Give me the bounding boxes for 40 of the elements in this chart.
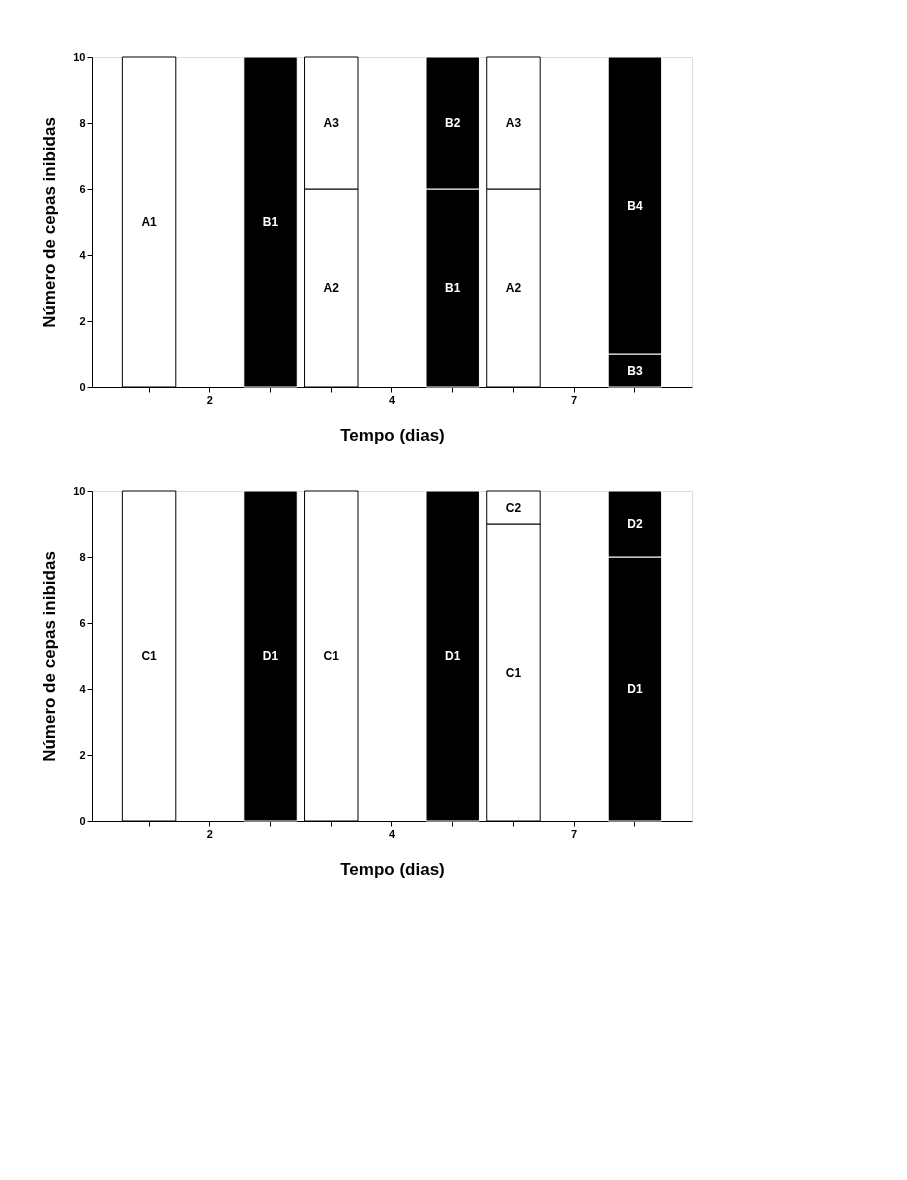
x-tick-label: 2 bbox=[206, 393, 213, 406]
y-axis-title: Número de cepas inibidas bbox=[40, 551, 60, 762]
data-label: A2 bbox=[505, 281, 522, 295]
x-tick-label: 7 bbox=[571, 827, 578, 840]
x-tick-label: 2 bbox=[206, 827, 213, 840]
data-label: A1 bbox=[141, 215, 158, 229]
x-tick-label: 4 bbox=[388, 827, 396, 840]
y-tick-label: 4 bbox=[79, 682, 87, 695]
data-label: B3 bbox=[627, 363, 643, 378]
x-tick-label: 7 bbox=[571, 393, 578, 406]
data-label: C1 bbox=[505, 665, 522, 680]
y-tick-label: 8 bbox=[79, 116, 86, 129]
data-label: B4 bbox=[627, 198, 643, 213]
x-axis-title: Tempo (dias) bbox=[340, 425, 445, 445]
data-label: C2 bbox=[505, 500, 522, 515]
data-label: A3 bbox=[323, 116, 340, 130]
y-tick-label: 10 bbox=[73, 50, 86, 63]
data-label: D1 bbox=[262, 649, 279, 663]
y-tick-label: 6 bbox=[79, 616, 86, 629]
data-label: B2 bbox=[445, 116, 461, 130]
data-label: B1 bbox=[262, 215, 279, 229]
data-label: D1 bbox=[627, 682, 643, 696]
y-tick-label: 6 bbox=[79, 182, 86, 195]
y-axis-title: Número de cepas inibidas bbox=[40, 117, 60, 328]
x-tick-label: 4 bbox=[388, 393, 396, 406]
data-label: A2 bbox=[323, 281, 340, 295]
x-axis-title: Tempo (dias) bbox=[340, 859, 445, 879]
data-label: B1 bbox=[445, 281, 461, 295]
y-tick-label: 0 bbox=[79, 814, 86, 827]
y-tick-label: 4 bbox=[79, 248, 87, 261]
data-label: A3 bbox=[505, 116, 522, 130]
y-tick-label: 10 bbox=[73, 484, 86, 497]
data-label: D2 bbox=[627, 517, 643, 531]
y-tick-label: 2 bbox=[79, 314, 86, 327]
data-label: C1 bbox=[323, 649, 340, 663]
y-tick-label: 0 bbox=[79, 380, 86, 393]
y-tick-label: 8 bbox=[79, 550, 86, 563]
y-tick-label: 2 bbox=[79, 748, 86, 761]
data-label: D1 bbox=[445, 649, 461, 663]
data-label: C1 bbox=[141, 649, 158, 663]
